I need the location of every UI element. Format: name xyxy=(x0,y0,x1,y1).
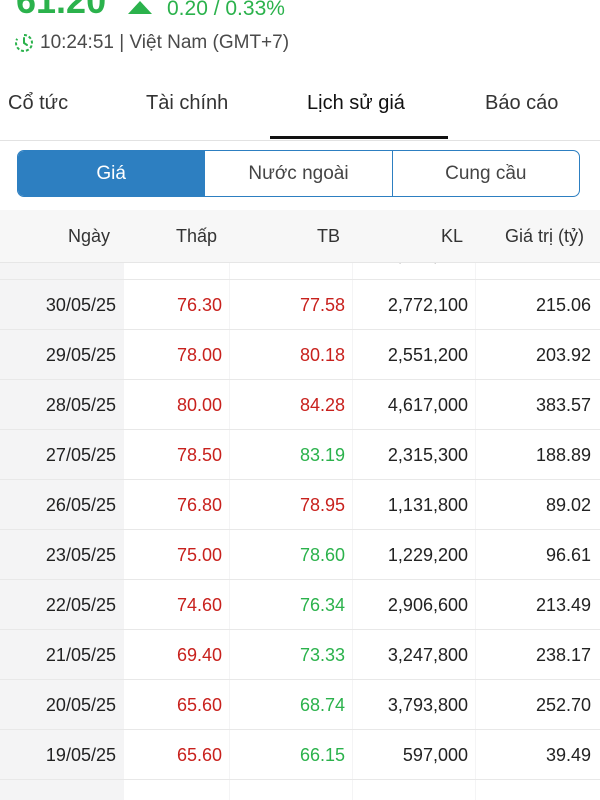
table-row[interactable]: 19/05/25 65.60 66.15 597,000 39.49 xyxy=(0,730,600,780)
cell-date: 22/05/25 xyxy=(45,595,116,615)
cell-date: 21/05/25 xyxy=(45,645,116,665)
cell-value: 96.61 xyxy=(545,545,591,565)
cell-volume: 3,247,800 xyxy=(387,645,468,665)
cell-date: 28/05/25 xyxy=(45,395,116,415)
table-header: Ngày Thấp TB KL Giá trị (tỷ) xyxy=(0,210,600,263)
cell-value: 203.92 xyxy=(535,345,591,365)
cell-value: 188.89 xyxy=(535,445,591,465)
cell-value: 238.17 xyxy=(535,645,591,665)
cell-value: 215.06 xyxy=(535,295,591,315)
cell-avg: 78.95 xyxy=(299,495,345,515)
cell-volume: 2,551,200 xyxy=(387,345,468,365)
table-row[interactable]: 21/05/25 69.40 73.33 3,247,800 238.17 xyxy=(0,630,600,680)
clock-refresh-icon xyxy=(15,34,33,52)
tab-financials[interactable]: Tài chính xyxy=(146,92,229,114)
table-body: 02/06/2575.7076.852,020,600155.2930/05/2… xyxy=(0,230,600,780)
cell-avg: 68.74 xyxy=(299,695,345,715)
column-header-avg[interactable]: TB xyxy=(316,226,340,246)
cell-volume: 3,793,800 xyxy=(387,695,468,715)
cell-volume: 2,906,600 xyxy=(387,595,468,615)
segment-foreign[interactable]: Nước ngoài xyxy=(204,151,391,196)
table-row[interactable]: 23/05/25 75.00 78.60 1,229,200 96.61 xyxy=(0,530,600,580)
cell-low: 80.00 xyxy=(176,395,222,415)
cell-value: 252.70 xyxy=(535,695,591,715)
time-text: 10:24:51 | Việt Nam (GMT+7) xyxy=(40,32,290,53)
tab-bar: Cổ tức Tài chính Lịch sử giá Báo cáo xyxy=(0,70,600,141)
segment-price[interactable]: Giá xyxy=(18,151,205,196)
cell-avg: 80.18 xyxy=(299,345,345,365)
segmented-control: Giá Nước ngoài Cung cầu xyxy=(17,150,580,197)
cell-date: 23/05/25 xyxy=(45,545,116,565)
table-row[interactable]: 29/05/25 78.00 80.18 2,551,200 203.92 xyxy=(0,330,600,380)
column-header-date[interactable]: Ngày xyxy=(67,226,110,246)
cell-low: 69.40 xyxy=(176,645,222,665)
price-history-table[interactable]: Ngày Thấp TB KL Giá trị (tỷ) 02/06/2575.… xyxy=(0,210,600,800)
cell-volume: 4,617,000 xyxy=(387,395,468,415)
tab-reports[interactable]: Báo cáo xyxy=(485,92,559,114)
table-row[interactable]: 30/05/25 76.30 77.58 2,772,100 215.06 xyxy=(0,280,600,330)
cell-low: 75.00 xyxy=(176,545,222,565)
column-header-volume[interactable]: KL xyxy=(440,226,463,246)
cell-date: 27/05/25 xyxy=(45,445,116,465)
price-header: 61.20 0.20 / 0.33% xyxy=(0,0,600,24)
tab-dividends[interactable]: Cổ tức xyxy=(8,92,69,114)
cell-avg: 78.60 xyxy=(299,545,345,565)
cell-date: 30/05/25 xyxy=(45,295,116,315)
cell-low: 78.00 xyxy=(176,345,222,365)
cell-low: 78.50 xyxy=(176,445,222,465)
cell-volume: 2,315,300 xyxy=(387,445,468,465)
cell-low: 76.30 xyxy=(176,295,222,315)
current-price: 61.20 xyxy=(16,0,107,21)
column-header-value[interactable]: Giá trị (tỷ) xyxy=(505,226,584,246)
table-row[interactable]: 28/05/25 80.00 84.28 4,617,000 383.57 xyxy=(0,380,600,430)
cell-low: 76.80 xyxy=(176,495,222,515)
cell-avg: 66.15 xyxy=(299,745,345,765)
cell-avg: 83.19 xyxy=(299,445,345,465)
cell-volume: 597,000 xyxy=(402,745,468,765)
cell-value: 89.02 xyxy=(545,495,591,515)
cell-volume: 1,229,200 xyxy=(387,545,468,565)
table-row[interactable]: 20/05/25 65.60 68.74 3,793,800 252.70 xyxy=(0,680,600,730)
cell-date: 20/05/25 xyxy=(45,695,116,715)
update-time: 10:24:51 | Việt Nam (GMT+7) xyxy=(14,32,289,54)
cell-low: 74.60 xyxy=(176,595,222,615)
up-arrow-icon xyxy=(128,1,152,14)
cell-avg: 76.34 xyxy=(299,595,345,615)
cell-volume: 1,131,800 xyxy=(387,495,468,515)
cell-avg: 73.33 xyxy=(299,645,345,665)
cell-avg: 77.58 xyxy=(299,295,345,315)
cell-date: 26/05/25 xyxy=(45,495,116,515)
active-tab-indicator xyxy=(270,136,448,139)
cell-date: 19/05/25 xyxy=(45,745,116,765)
cell-value: 383.57 xyxy=(535,395,591,415)
cell-avg: 84.28 xyxy=(299,395,345,415)
cell-value: 39.49 xyxy=(545,745,591,765)
segment-supply-demand[interactable]: Cung cầu xyxy=(391,151,579,196)
table-row[interactable]: 26/05/25 76.80 78.95 1,131,800 89.02 xyxy=(0,480,600,530)
cell-low: 65.60 xyxy=(176,745,222,765)
cell-volume: 2,772,100 xyxy=(387,295,468,315)
table-row[interactable]: 22/05/25 74.60 76.34 2,906,600 213.49 xyxy=(0,580,600,630)
cell-value: 213.49 xyxy=(535,595,591,615)
tab-price-history[interactable]: Lịch sử giá xyxy=(307,92,405,114)
cell-date: 29/05/25 xyxy=(45,345,116,365)
table-row[interactable]: 27/05/25 78.50 83.19 2,315,300 188.89 xyxy=(0,430,600,480)
column-header-low[interactable]: Thấp xyxy=(175,226,217,246)
price-change: 0.20 / 0.33% xyxy=(167,0,285,20)
cell-low: 65.60 xyxy=(176,695,222,715)
